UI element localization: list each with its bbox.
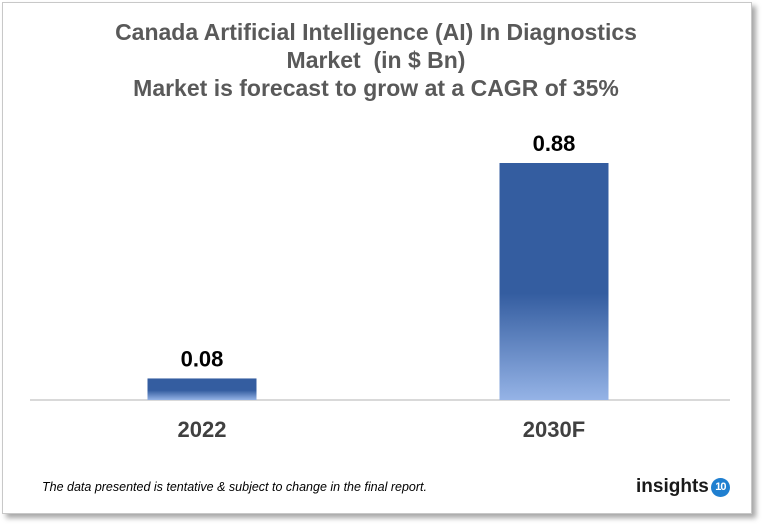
- title-line-3: Market is forecast to grow at a CAGR of …: [133, 75, 619, 101]
- x-tick-label: 2022: [178, 417, 227, 442]
- bar-2022: [147, 378, 257, 400]
- bar-2030F: [499, 163, 609, 400]
- chart-title: Canada Artificial Intelligence (AI) In D…: [0, 18, 752, 102]
- data-label: 0.08: [181, 346, 224, 371]
- footer-note: The data presented is tentative & subjec…: [42, 480, 427, 494]
- title-line-1: Canada Artificial Intelligence (AI) In D…: [115, 19, 637, 45]
- title-line-2: Market (in $ Bn): [286, 47, 466, 73]
- logo-badge: 10: [710, 477, 730, 497]
- data-label: 0.88: [533, 131, 576, 156]
- logo-text: insights: [636, 476, 709, 497]
- chart-frame: [2, 2, 752, 514]
- x-tick-label: 2030F: [523, 417, 585, 442]
- insights10-logo: insights 10: [636, 476, 730, 498]
